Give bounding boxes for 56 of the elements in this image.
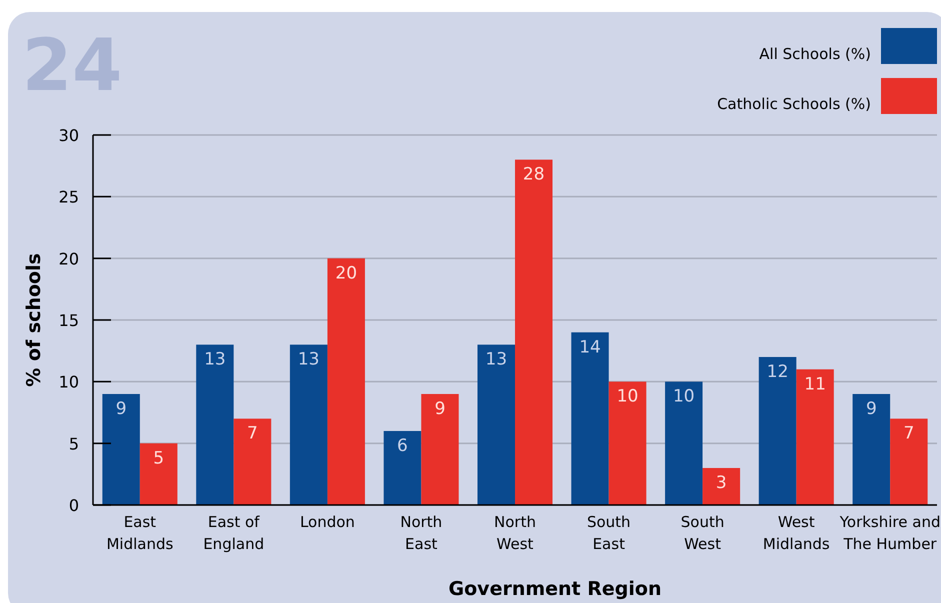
x-tick-label: London: [300, 513, 355, 531]
data-label: 9: [434, 399, 446, 419]
bar: [758, 357, 796, 505]
y-tick-label: 0: [68, 496, 79, 515]
y-tick-label: 30: [58, 126, 79, 145]
bar: [477, 344, 515, 505]
x-tick-label: Yorkshire and The Humber: [838, 513, 940, 553]
x-tick-label: South West: [680, 513, 724, 553]
bar: [140, 443, 178, 505]
data-label: 10: [672, 386, 695, 407]
legend-label: All Schools (%): [759, 45, 871, 63]
bar: [327, 258, 365, 505]
bar: [234, 418, 272, 505]
data-label: 11: [804, 374, 826, 394]
data-label: 5: [153, 448, 164, 468]
data-label: 9: [866, 399, 877, 419]
x-tick-label: South East: [586, 513, 631, 553]
y-tick-label: 20: [58, 249, 79, 268]
y-tick-label: 10: [58, 372, 79, 392]
data-label: 28: [522, 164, 545, 185]
bar: [702, 468, 740, 505]
bar: [196, 344, 234, 505]
y-axis-title: % of schools: [23, 253, 45, 387]
bar: [421, 394, 459, 505]
bar: [890, 418, 928, 505]
x-tick-label: North West: [494, 513, 536, 553]
bar: [571, 332, 609, 505]
bar: [515, 160, 553, 505]
data-label: 7: [247, 424, 258, 444]
data-label: 3: [716, 473, 727, 493]
bar: [796, 369, 834, 505]
bar: [665, 382, 703, 505]
bar: [384, 431, 422, 505]
data-label: 13: [298, 350, 320, 370]
data-label: 13: [204, 350, 226, 370]
bar: [852, 394, 890, 505]
y-tick-label: 5: [68, 434, 79, 454]
legend-label: Catholic Schools (%): [717, 95, 871, 113]
x-tick-label: East Midlands: [106, 513, 174, 553]
data-label: 14: [579, 337, 601, 358]
bar: [608, 382, 646, 505]
data-label: 10: [616, 386, 638, 407]
data-label: 6: [397, 436, 408, 456]
x-tick-label: East of England: [203, 513, 264, 553]
data-label: 9: [116, 399, 127, 419]
x-axis-title: Government Region: [448, 578, 662, 600]
y-tick-label: 15: [58, 311, 79, 330]
data-label: 20: [335, 263, 358, 284]
bar: [102, 394, 140, 505]
data-label: 12: [766, 362, 788, 382]
data-label: 7: [903, 424, 914, 444]
x-tick-label: West Midlands: [762, 513, 830, 553]
x-tick-label: North East: [400, 513, 442, 553]
data-label: 13: [485, 350, 508, 370]
y-tick-label: 25: [58, 188, 79, 207]
bar: [290, 344, 328, 505]
